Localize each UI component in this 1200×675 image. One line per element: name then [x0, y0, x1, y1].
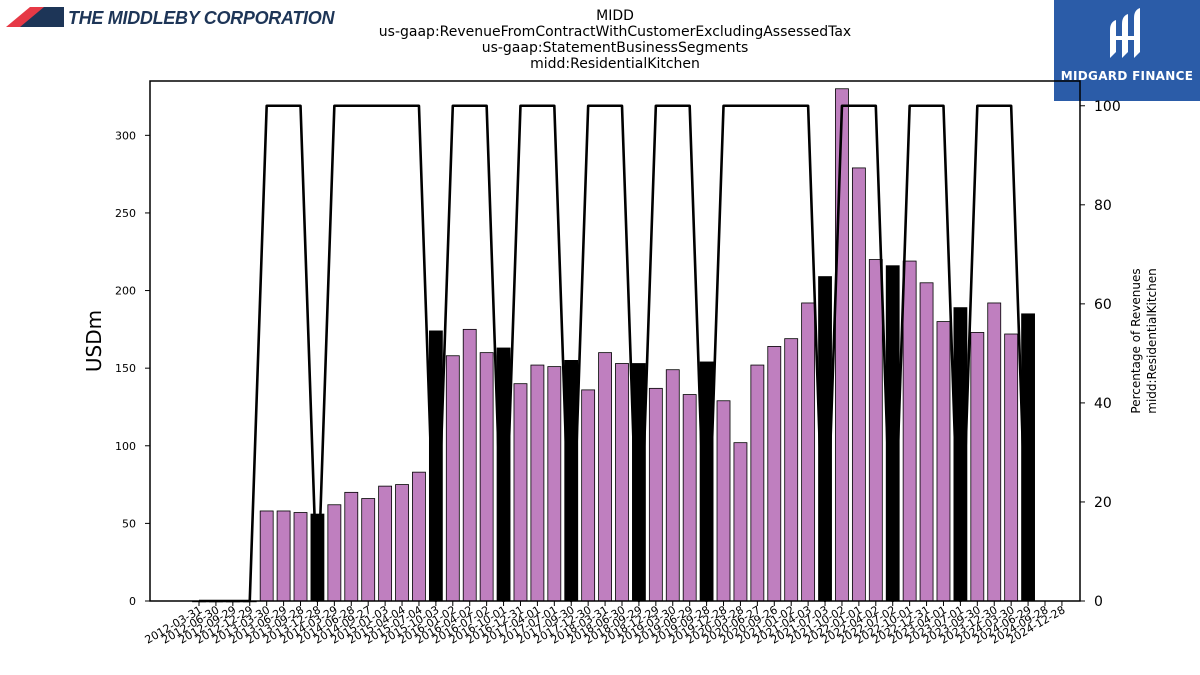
- chart-title-line-3: us-gaap:StatementBusinessSegments: [482, 40, 749, 56]
- quarter-bar: [682, 394, 697, 602]
- y-tick-label-left: 300: [115, 129, 136, 142]
- y-tick-label-left: 150: [115, 362, 136, 375]
- quarter-bar: [851, 167, 866, 602]
- chart-title-line-4: midd:ResidentialKitchen: [530, 56, 700, 72]
- y-tick-label-right: 40: [1094, 396, 1112, 412]
- quarter-bar: [530, 364, 545, 602]
- middleby-logo-text: THE MIDDLEBY CORPORATION: [68, 7, 335, 28]
- y-tick-label-left: 0: [129, 595, 136, 608]
- midgard-logo-text: MIDGARD FINANCE: [1060, 69, 1194, 83]
- chart-title: MIDD us-gaap:RevenueFromContractWithCust…: [379, 8, 851, 72]
- quarter-bar: [361, 498, 376, 602]
- middleby-logo: THE MIDDLEBY CORPORATION: [6, 4, 334, 32]
- y-axis-label-right-line-2: midd:ResidentialKitchen: [1145, 268, 1159, 414]
- chart-title-line-2: us-gaap:RevenueFromContractWithCustomerE…: [379, 24, 851, 40]
- quarter-bar: [445, 355, 460, 602]
- y-tick-label-left: 50: [122, 517, 136, 530]
- quarter-bar: [987, 302, 1002, 602]
- middleby-logo-mark: [6, 7, 64, 27]
- quarter-bar: [868, 259, 883, 602]
- x-axis: 2012-03-312012-06-302012-09-292012-12-29…: [143, 601, 1067, 647]
- y-tick-label-left: 100: [115, 440, 136, 453]
- y-tick-label-left: 200: [115, 285, 136, 298]
- quarter-bar: [665, 369, 680, 602]
- quarter-bar: [598, 352, 612, 602]
- quarter-bar: [1004, 333, 1019, 602]
- quarter-bar: [970, 332, 985, 602]
- y-tick-label-right: 60: [1094, 297, 1112, 313]
- quarter-bar: [479, 352, 494, 602]
- quarter-bar: [378, 485, 393, 602]
- quarter-bar: [513, 383, 528, 602]
- quarter-bar: [547, 366, 562, 602]
- quarter-bar: [293, 512, 308, 602]
- quarter-bar: [581, 389, 596, 602]
- quarter-bar: [412, 471, 426, 602]
- y-tick-label-left: 250: [115, 207, 136, 220]
- midgard-finance-logo: MIDGARD FINANCE: [1054, 0, 1200, 101]
- y-axis-label-right-line-1: Percentage of Revenues: [1129, 268, 1143, 413]
- quarter-bar: [767, 346, 782, 602]
- quarter-bar: [801, 302, 816, 602]
- quarter-bar: [835, 88, 849, 602]
- quarter-bar: [936, 321, 951, 602]
- plot-frame: [149, 80, 1081, 602]
- y-axis-left: 0 50 100 150 200 250 300: [115, 129, 150, 608]
- quarter-bar: [733, 442, 748, 602]
- y-axis-label-left: USDm: [82, 310, 106, 372]
- quarter-bar: [919, 282, 934, 602]
- percentage-line-series: [199, 104, 1030, 603]
- quarter-bar: [327, 504, 342, 602]
- quarter-bar: [344, 491, 359, 602]
- y-tick-label-right: 80: [1094, 198, 1112, 214]
- y-axis-label-right: Percentage of Revenues midd:ResidentialK…: [1129, 268, 1159, 414]
- y-tick-label-right: 20: [1094, 495, 1112, 511]
- midgard-logo-mark: [1110, 8, 1140, 58]
- quarter-bar: [648, 387, 663, 602]
- quarter-bar: [784, 338, 799, 602]
- quarter-bar: [395, 484, 409, 602]
- chart-title-line-1: MIDD: [596, 8, 634, 24]
- y-axis-right: 0 20 40 60 80 100: [1080, 99, 1121, 610]
- quarter-bar: [276, 510, 291, 602]
- quarter-bar: [259, 510, 274, 602]
- y-tick-label-right: 100: [1094, 99, 1121, 115]
- quarter-bar: [615, 363, 629, 602]
- quarter-bar: [462, 328, 477, 602]
- quarter-bar: [716, 400, 731, 602]
- percentage-line: [199, 104, 1030, 603]
- quarter-bar: [902, 260, 917, 602]
- y-tick-label-right: 0: [1094, 594, 1103, 610]
- quarter-bar: [750, 364, 765, 602]
